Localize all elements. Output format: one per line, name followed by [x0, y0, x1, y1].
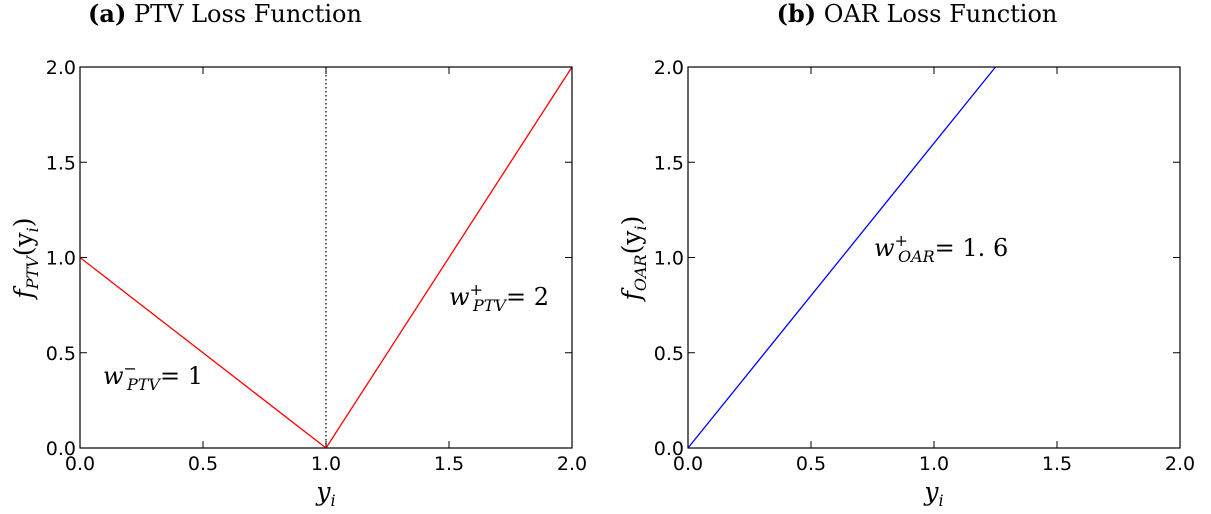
x-tick-label: 1.0 — [311, 453, 341, 475]
annotation-w-plus-ptv: w+ PTV= 2 — [449, 280, 549, 315]
x-tick-label: 2.0 — [1165, 453, 1195, 475]
y-tick-label: 0.5 — [654, 343, 684, 365]
y-tick-label: 2.0 — [46, 57, 76, 79]
y-tick-label: 0.5 — [46, 343, 76, 365]
y-tick-label: 1.5 — [46, 152, 76, 174]
x-tick-label: 0.0 — [65, 453, 95, 475]
x-tick-label: 1.5 — [434, 453, 464, 475]
x-tick-label: 0.5 — [188, 453, 218, 475]
annotation-w-minus-ptv: w− PTV= 1 — [103, 359, 203, 394]
y-tick-label: 1.0 — [46, 248, 76, 270]
y-tick-label: 1.5 — [654, 152, 684, 174]
x-axis-label: yi — [923, 477, 943, 510]
series-line — [79, 256, 327, 449]
annotation-w-plus-oar: w+ OAR= 1. 6 — [874, 231, 1008, 266]
y-tick-label: 1.0 — [654, 248, 684, 270]
series-line — [687, 66, 997, 449]
y-tick-label: 0.0 — [46, 438, 76, 460]
x-tick-label: 2.0 — [557, 453, 587, 475]
x-tick-label: 1.0 — [919, 453, 949, 475]
y-tick-label: 0.0 — [654, 438, 684, 460]
y-axis-label: fOAR(yi) — [617, 216, 650, 303]
x-tick-label: 1.5 — [1042, 453, 1072, 475]
y-axis-label: fPTV(yi) — [9, 217, 42, 300]
panel-ptv: (a) PTV Loss Function 0.0 0.5 1.0 1.5 2.0 0.0… — [9, 0, 587, 510]
x-tick-label: 0.0 — [673, 453, 703, 475]
x-tick-label: 0.5 — [796, 453, 826, 475]
panel-title: (a) PTV Loss Function — [88, 0, 362, 28]
series-line — [325, 66, 573, 449]
x-axis-label: yi — [315, 477, 335, 510]
y-tick-label: 2.0 — [654, 57, 684, 79]
panel-title: (b) OAR Loss Function — [777, 0, 1058, 28]
plot-area — [79, 66, 573, 449]
panel-oar: (b) OAR Loss Function 0.0 0.5 1.0 1.5 2.0 0.0… — [617, 0, 1195, 510]
plot-area — [687, 66, 1181, 449]
